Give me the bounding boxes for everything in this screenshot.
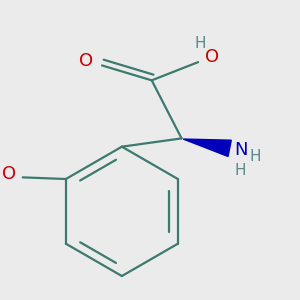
Text: H: H <box>235 164 246 178</box>
Text: H: H <box>194 36 206 51</box>
Polygon shape <box>183 139 231 157</box>
Text: O: O <box>79 52 93 70</box>
Text: N: N <box>234 141 247 159</box>
Text: H: H <box>249 149 261 164</box>
Text: O: O <box>205 48 219 66</box>
Text: O: O <box>2 165 16 183</box>
